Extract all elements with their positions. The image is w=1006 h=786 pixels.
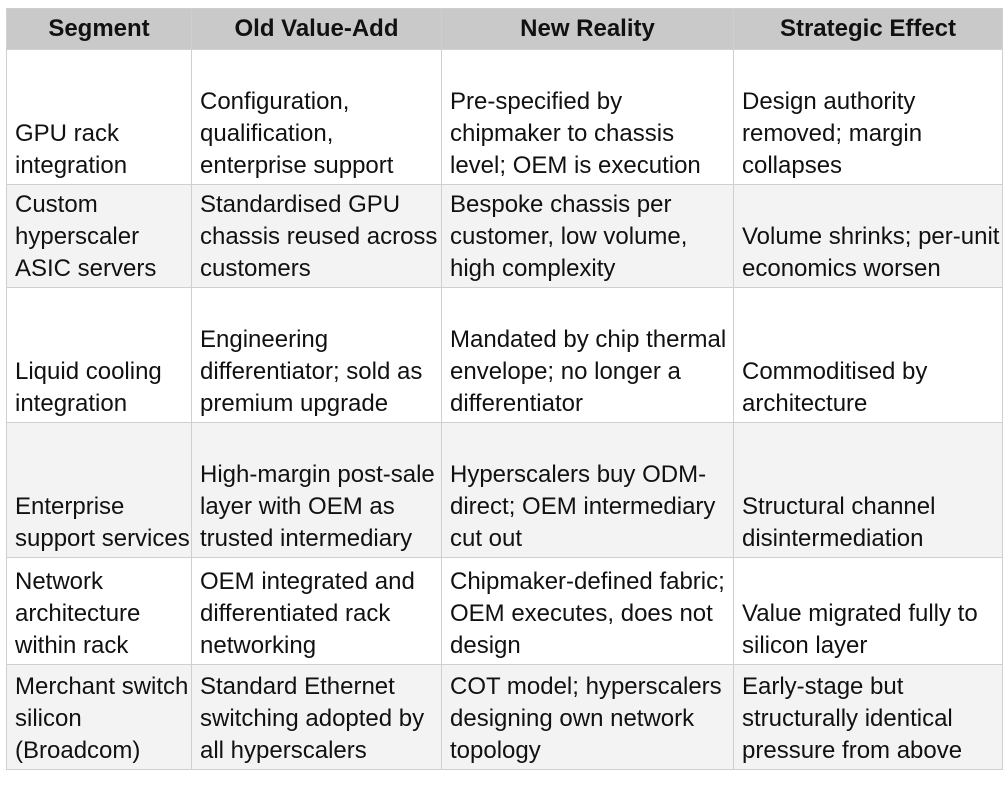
comparison-table: Segment Old Value-Add New Reality Strate… xyxy=(6,8,1003,770)
header-new-reality: New Reality xyxy=(441,8,734,50)
cell-segment: Network architecture within rack xyxy=(6,557,192,665)
cell-text: Hyperscalers buy ODM-direct; OEM interme… xyxy=(450,461,716,552)
cell-segment: Enterprise support services xyxy=(6,422,192,558)
cell-segment: Liquid cooling integration xyxy=(6,287,192,423)
cell-text: Pre-specified by chipmaker to chassis le… xyxy=(450,88,701,179)
cell-text: GPU rack integration xyxy=(15,120,128,179)
cell-text: Design authority removed; margin collaps… xyxy=(742,88,923,179)
cell-segment: Custom hyperscaler ASIC servers xyxy=(6,184,192,288)
cell-text: Engineering differentiator; sold as prem… xyxy=(200,326,423,417)
header-row: Segment Old Value-Add New Reality Strate… xyxy=(6,8,1003,50)
cell-text: Volume shrinks; per-unit economics worse… xyxy=(742,223,1000,282)
cell-strategic-effect: Commoditised by architecture xyxy=(733,287,1003,423)
table-row: Enterprise support services High-margin … xyxy=(6,422,1003,558)
table-row: Liquid cooling integration Engineering d… xyxy=(6,287,1003,423)
cell-text: Structural channel disintermediation xyxy=(742,493,936,552)
cell-segment: Merchant switch silicon (Broadcom) xyxy=(6,664,192,770)
cell-text: Configuration, qualification, enterprise… xyxy=(200,88,394,179)
cell-text: Chipmaker-defined fabric; OEM executes, … xyxy=(450,568,725,659)
table-row: Custom hyperscaler ASIC servers Standard… xyxy=(6,184,1003,288)
cell-text: Liquid cooling integration xyxy=(15,358,162,417)
cell-text: COT model; hyperscalers designing own ne… xyxy=(450,673,722,764)
cell-old-value-add: Engineering differentiator; sold as prem… xyxy=(191,287,442,423)
cell-old-value-add: High-margin post-sale layer with OEM as … xyxy=(191,422,442,558)
cell-new-reality: Pre-specified by chipmaker to chassis le… xyxy=(441,49,734,185)
cell-new-reality: Mandated by chip thermal envelope; no lo… xyxy=(441,287,734,423)
cell-text: Value migrated fully to silicon layer xyxy=(742,600,978,659)
table-row: GPU rack integration Configuration, qual… xyxy=(6,49,1003,185)
cell-text: Bespoke chassis per customer, low volume… xyxy=(450,191,688,282)
cell-text: Enterprise support services xyxy=(15,493,190,552)
cell-text: Commoditised by architecture xyxy=(742,358,928,417)
cell-new-reality: Hyperscalers buy ODM-direct; OEM interme… xyxy=(441,422,734,558)
header-old-value-add: Old Value-Add xyxy=(191,8,442,50)
cell-text: High-margin post-sale layer with OEM as … xyxy=(200,461,435,552)
cell-strategic-effect: Value migrated fully to silicon layer xyxy=(733,557,1003,665)
cell-text: Standard Ethernet switching adopted by a… xyxy=(200,673,425,764)
table-row: Network architecture within rack OEM int… xyxy=(6,557,1003,665)
header-strategic-effect: Strategic Effect xyxy=(733,8,1003,50)
header-segment: Segment xyxy=(6,8,192,50)
cell-new-reality: Bespoke chassis per customer, low volume… xyxy=(441,184,734,288)
cell-text: Mandated by chip thermal envelope; no lo… xyxy=(450,326,727,417)
cell-old-value-add: OEM integrated and differentiated rack n… xyxy=(191,557,442,665)
table-row: Merchant switch silicon (Broadcom) Stand… xyxy=(6,664,1003,770)
cell-old-value-add: Configuration, qualification, enterprise… xyxy=(191,49,442,185)
cell-strategic-effect: Volume shrinks; per-unit economics worse… xyxy=(733,184,1003,288)
cell-text: Early-stage but structurally identical p… xyxy=(742,673,963,764)
cell-new-reality: COT model; hyperscalers designing own ne… xyxy=(441,664,734,770)
cell-text: OEM integrated and differentiated rack n… xyxy=(200,568,415,659)
cell-text: Standardised GPU chassis reused across c… xyxy=(200,191,438,282)
cell-strategic-effect: Design authority removed; margin collaps… xyxy=(733,49,1003,185)
cell-strategic-effect: Early-stage but structurally identical p… xyxy=(733,664,1003,770)
cell-old-value-add: Standardised GPU chassis reused across c… xyxy=(191,184,442,288)
cell-text: Custom hyperscaler ASIC servers xyxy=(15,191,157,282)
cell-strategic-effect: Structural channel disintermediation xyxy=(733,422,1003,558)
cell-text: Network architecture within rack xyxy=(15,568,141,659)
cell-segment: GPU rack integration xyxy=(6,49,192,185)
cell-text: Merchant switch silicon (Broadcom) xyxy=(15,673,189,764)
cell-old-value-add: Standard Ethernet switching adopted by a… xyxy=(191,664,442,770)
cell-new-reality: Chipmaker-defined fabric; OEM executes, … xyxy=(441,557,734,665)
